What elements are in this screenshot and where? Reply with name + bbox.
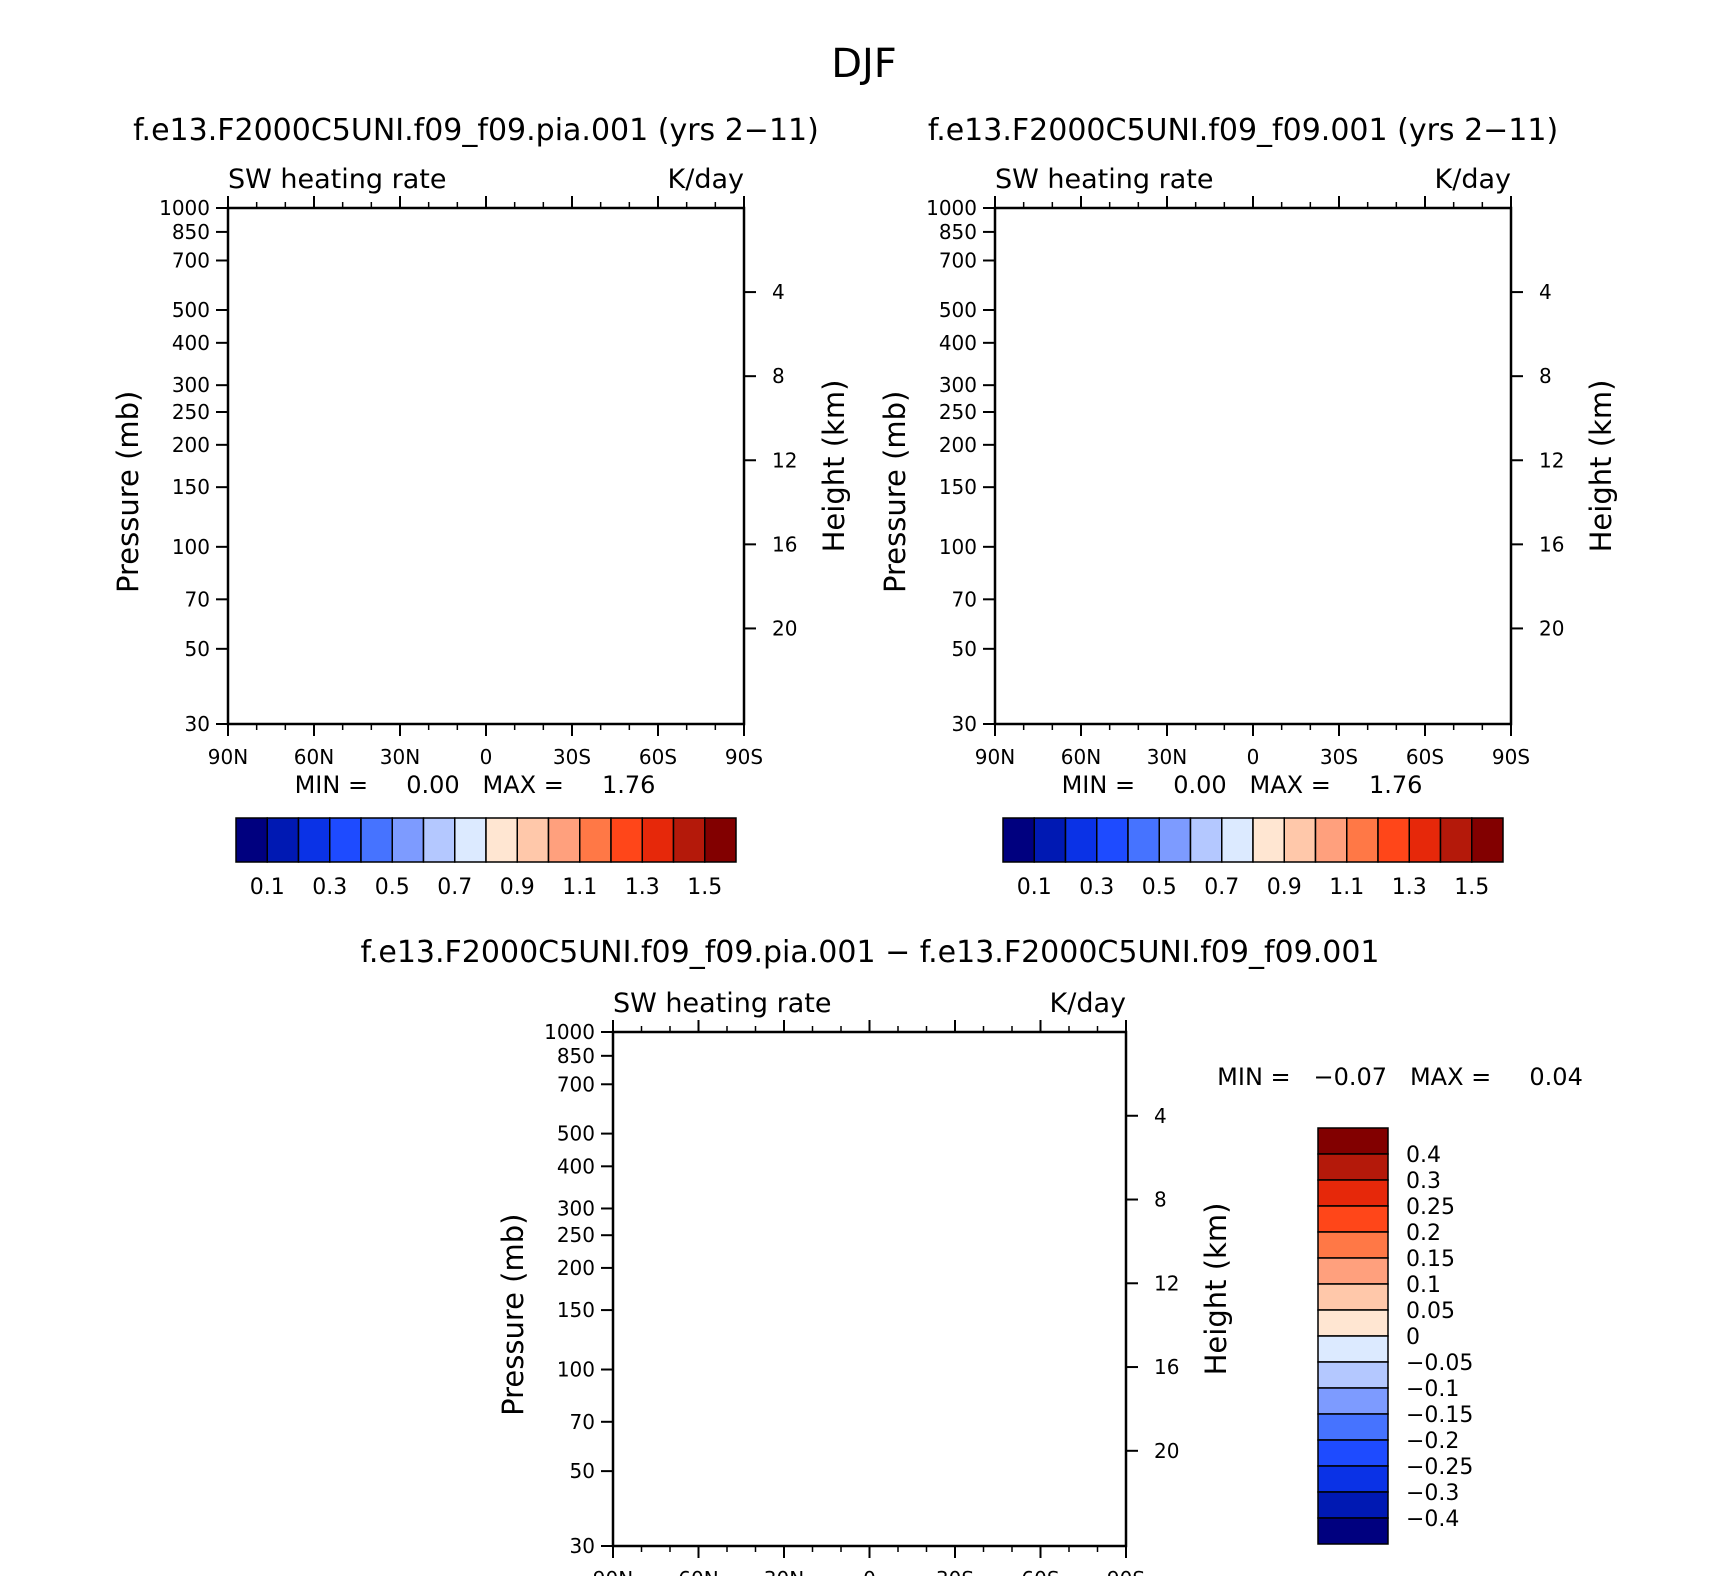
- figure-title: DJF: [831, 41, 897, 87]
- panel-title: f.e13.F2000C5UNI.f09_f09.pia.001 (yrs 2−…: [133, 113, 819, 148]
- units-label: K/day: [668, 164, 744, 195]
- variable-label: SW heating rate: [228, 164, 446, 195]
- panel-1: f.e13.F2000C5UNI.f09_f09.pia.001 (yrs 2−…: [111, 113, 851, 900]
